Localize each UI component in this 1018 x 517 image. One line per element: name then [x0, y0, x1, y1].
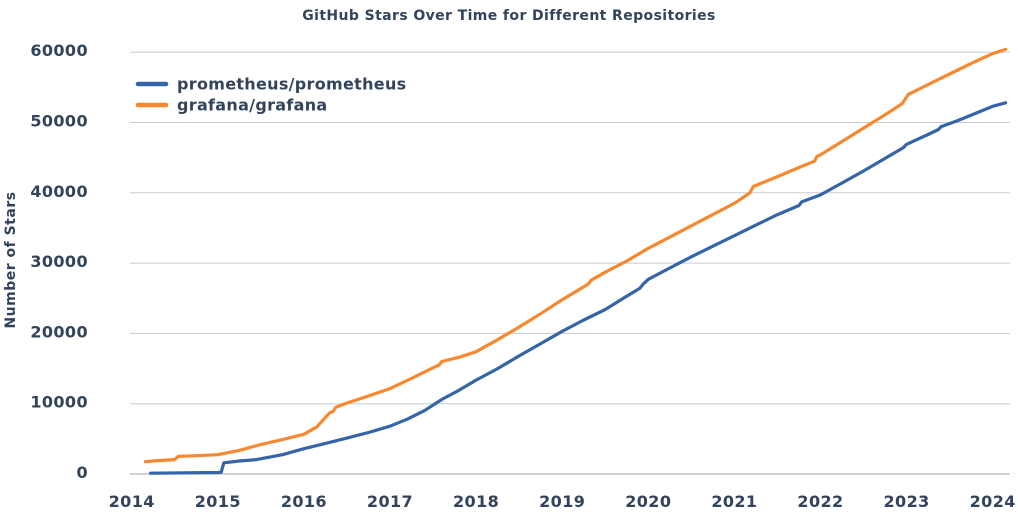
x-tick-label: 2022 [797, 492, 843, 511]
legend-item-grafana: grafana/grafana [135, 96, 328, 115]
y-tick-label: 20000 [30, 322, 88, 341]
y-axis-tick-labels: 0 10000 20000 30000 40000 50000 60000 [30, 41, 88, 482]
x-tick-label: 2016 [281, 492, 327, 511]
y-tick-label: 10000 [30, 393, 88, 412]
legend-label-grafana: grafana/grafana [177, 96, 328, 115]
x-tick-label: 2014 [109, 492, 155, 511]
series-lines [143, 47, 1008, 475]
y-tick-label: 30000 [30, 252, 88, 271]
gridlines [130, 51, 1010, 475]
x-tick-label: 2015 [195, 492, 241, 511]
x-tick-label: 2018 [453, 492, 499, 511]
x-tick-label: 2023 [884, 492, 930, 511]
legend-item-prometheus: prometheus/prometheus [135, 75, 406, 94]
y-axis-title: Number of Stars [3, 191, 19, 328]
x-tick-label: 2019 [539, 492, 585, 511]
legend-label-prometheus: prometheus/prometheus [177, 75, 406, 94]
x-tick-label: 2017 [367, 492, 413, 511]
x-axis-tick-labels: 2014 2015 2016 2017 2018 2019 2020 2021 2022 2023… [109, 492, 1016, 511]
y-tick-label: 60000 [30, 41, 88, 60]
x-tick-label: 2024 [970, 492, 1016, 511]
y-tick-label: 40000 [30, 182, 88, 201]
legend: prometheus/prometheus grafana/grafana [135, 75, 406, 115]
y-tick-label: 50000 [30, 112, 88, 131]
x-tick-label: 2021 [711, 492, 757, 511]
y-tick-label: 0 [76, 463, 88, 482]
series-line-prometheus [149, 101, 1008, 475]
x-tick-label: 2020 [625, 492, 671, 511]
chart-title: GitHub Stars Over Time for Different Rep… [302, 8, 716, 24]
series-line-grafana [143, 47, 1008, 464]
